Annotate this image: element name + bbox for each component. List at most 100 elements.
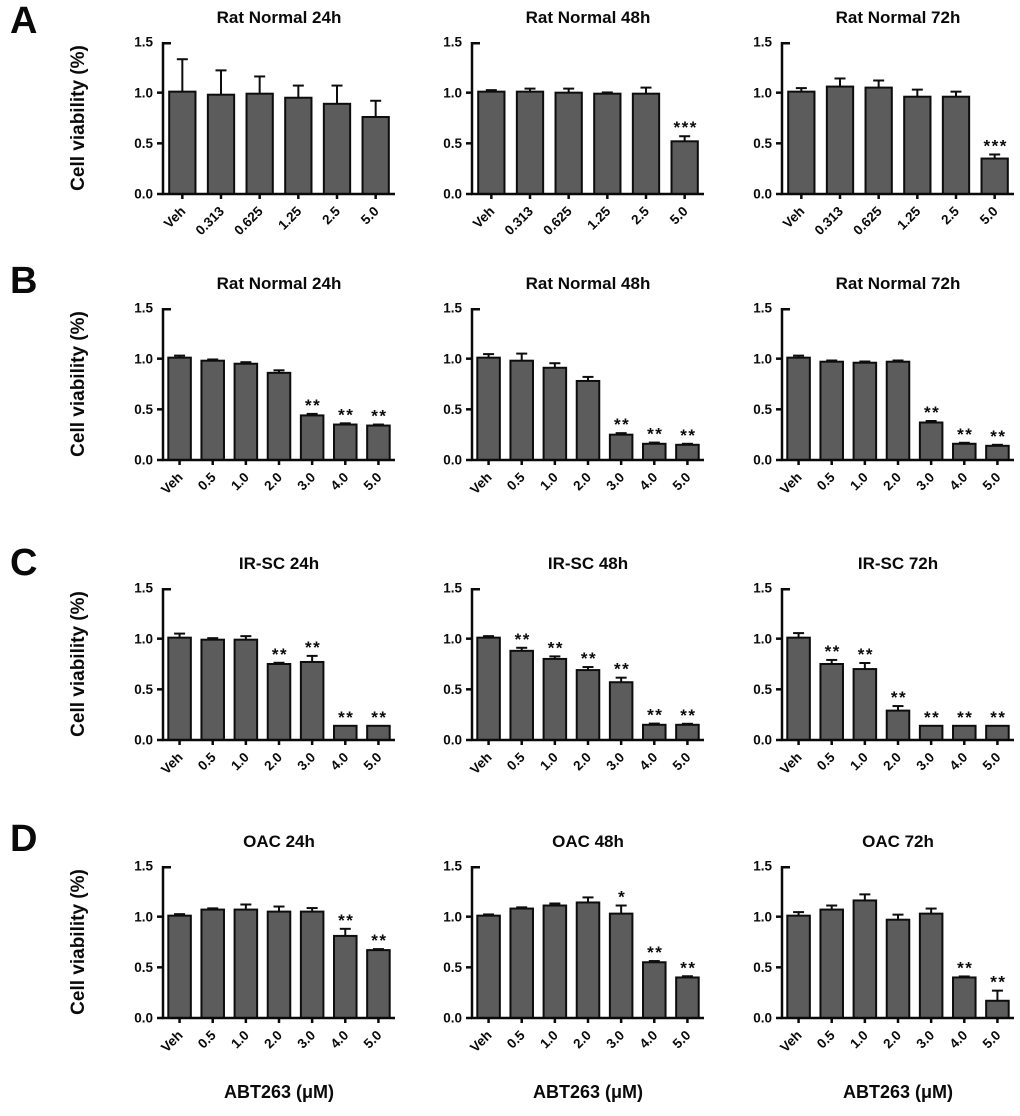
chart-panel: OAC 72h 0.0 0.5 1.0 1.5 Veh 0.5 1.0 2.0 3.0 ** 4.0 *… — [740, 830, 1020, 1074]
bar-chart: 0.0 0.5 1.0 1.5 Veh 0.313 0.625 1.25 2.5 *** 5.0 — [443, 35, 704, 238]
bar-chart: Cell viability (%) 0.0 0.5 1.0 1.5 Veh 0.313 0.… — [68, 35, 395, 238]
bar — [245, 92, 274, 195]
significance-stars: ** — [515, 630, 531, 649]
bar — [885, 918, 911, 1019]
significance-stars: ** — [371, 407, 387, 426]
y-tick-label: 0.5 — [753, 402, 772, 417]
x-category-label: 2.0 — [880, 1028, 904, 1052]
x-category-label: 1.0 — [228, 750, 252, 774]
x-category-label: Veh — [158, 470, 186, 498]
significance-stars: ** — [825, 642, 841, 661]
y-tick-label: 1.0 — [753, 909, 772, 924]
y-tick-label: 1.0 — [443, 631, 462, 646]
x-category-label: 0.313 — [812, 203, 847, 238]
x-category-label: 5.0 — [977, 204, 1001, 228]
y-tick-label: 0.5 — [443, 682, 462, 697]
bar — [918, 724, 944, 742]
bar — [266, 663, 292, 741]
x-category-label: 0.5 — [195, 749, 219, 773]
bar — [980, 157, 1009, 196]
y-tick-label: 0.0 — [753, 1011, 772, 1026]
bar — [366, 424, 391, 461]
x-category-label: 1.0 — [228, 470, 252, 494]
y-axis-title: Cell viability (%) — [68, 311, 89, 457]
bar — [593, 92, 622, 195]
panel-title: OAC 48h — [552, 832, 624, 851]
chart-panel: Rat Normal 72h 0.0 0.5 1.0 1.5 Veh 0.313 0.625 1… — [740, 6, 1020, 252]
x-category-label: 3.0 — [294, 750, 318, 774]
y-tick-label: 0.5 — [753, 960, 772, 975]
panel-title: Rat Normal 48h — [525, 274, 651, 293]
chart-panel: IR-SC 48h 0.0 0.5 1.0 1.5 Veh ** 0.5 ** 1.0 ** 2.0 *… — [430, 552, 710, 796]
significance-stars: * — [618, 888, 626, 907]
bar — [819, 360, 844, 461]
y-tick-label: 1.0 — [753, 631, 772, 646]
y-axis-title: Cell viability (%) — [68, 591, 89, 737]
y-tick-label: 0.5 — [134, 402, 153, 417]
bar — [819, 908, 844, 1019]
x-category-label: 1.0 — [847, 470, 871, 494]
bar — [476, 636, 501, 741]
significance-stars: ** — [614, 660, 630, 679]
x-category-label: 0.5 — [195, 1027, 219, 1051]
y-tick-label: 1.5 — [443, 35, 462, 50]
bar — [167, 914, 192, 1019]
y-tick-label: 1.0 — [443, 909, 462, 924]
y-tick-label: 0.5 — [134, 960, 153, 975]
y-tick-label: 0.0 — [753, 453, 772, 468]
significance-stars: *** — [983, 136, 1007, 155]
bar — [675, 723, 700, 742]
x-category-label: 1.0 — [847, 1028, 871, 1052]
bar-chart: 0.0 0.5 1.0 1.5 Veh 0.5 1.0 2.0 ** 3.0 ** 4.0 ** 5.0 — [443, 301, 704, 498]
x-category-label: 4.0 — [947, 750, 971, 774]
x-category-label: 1.0 — [228, 1028, 252, 1052]
bar-chart: Cell viability (%) 0.0 0.5 1.0 1.5 Veh 0.5 1.0 2… — [68, 301, 395, 498]
bar — [167, 636, 192, 741]
figure-row-B: B Rat Normal 24h Cell viability (%) 0.0 0.5… — [0, 252, 1020, 516]
x-category-label: 4.0 — [947, 470, 971, 494]
x-category-label: 2.5 — [938, 203, 962, 227]
panel-title: Rat Normal 72h — [835, 274, 961, 293]
x-category-label: 2.5 — [628, 203, 652, 227]
significance-stars: ** — [957, 958, 973, 977]
x-axis-title: ABT263 (μM) — [223, 1082, 335, 1102]
y-tick-label: 0.0 — [134, 187, 153, 202]
significance-stars: ** — [272, 645, 288, 664]
bar — [608, 912, 634, 1020]
bar — [266, 371, 292, 461]
chart-panel: OAC 48h 0.0 0.5 1.0 1.5 Veh 0.5 1.0 2.0 * 3.0 ** 4.0… — [430, 830, 710, 1074]
significance-stars: ** — [581, 649, 597, 668]
y-tick-label: 1.5 — [443, 859, 462, 874]
bar — [299, 414, 325, 461]
y-tick-label: 0.0 — [443, 733, 462, 748]
bar — [642, 723, 667, 742]
y-tick-label: 1.5 — [443, 581, 462, 596]
x-category-label: Veh — [777, 1028, 805, 1056]
chart-panel: Rat Normal 48h 0.0 0.5 1.0 1.5 Veh 0.5 1.0 2.0 **… — [430, 272, 710, 516]
chart-panel: Rat Normal 24h Cell viability (%) 0.0 0.5 1.… — [60, 6, 400, 252]
x-category-label: 0.313 — [193, 203, 228, 238]
x-axis-title: ABT263 (μM) — [532, 1082, 644, 1102]
bar — [864, 86, 893, 195]
bar — [299, 910, 325, 1019]
x-category-label: Veh — [158, 750, 186, 778]
x-category-label: 0.5 — [504, 1027, 528, 1051]
bar — [284, 96, 313, 195]
x-category-label: 1.25 — [275, 203, 305, 233]
x-category-label: Veh — [467, 470, 495, 498]
x-category-label: 5.0 — [361, 1028, 385, 1052]
bar — [167, 356, 192, 461]
x-category-label: 5.0 — [667, 204, 691, 228]
bar-chart: 0.0 0.5 1.0 1.5 Veh 0.5 1.0 2.0 3.0 ** 4.0 ** 5.0 — [753, 859, 1014, 1056]
x-category-label: 5.0 — [980, 1028, 1004, 1052]
panel-title: IR-SC 48h — [547, 554, 629, 573]
x-category-label: 5.0 — [670, 470, 694, 494]
bar — [509, 649, 534, 741]
bar — [366, 949, 391, 1019]
bar — [542, 904, 568, 1020]
bar — [786, 356, 811, 461]
significance-stars: ** — [305, 396, 321, 415]
x-category-label: 0.313 — [502, 203, 537, 238]
significance-stars: ** — [990, 708, 1006, 727]
